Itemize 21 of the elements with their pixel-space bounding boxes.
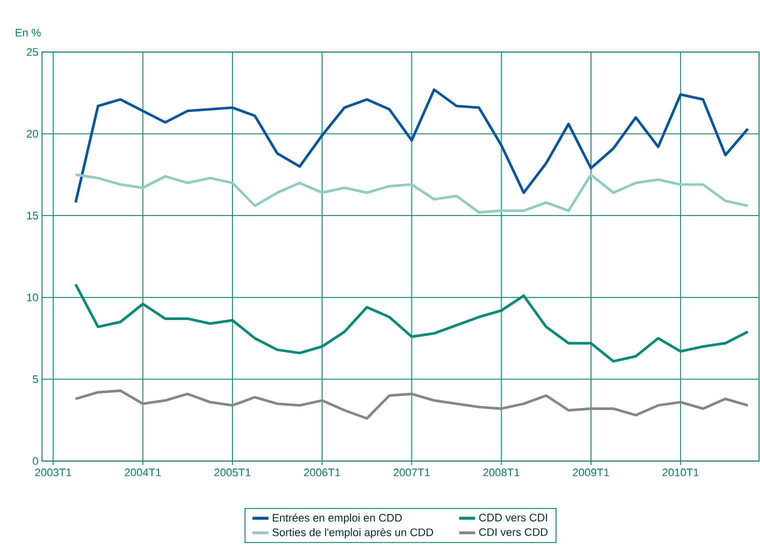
y-tick-label: 20 bbox=[26, 130, 38, 138]
y-tick-label: 25 bbox=[26, 48, 38, 56]
x-tick-label: 2007T1 bbox=[394, 468, 430, 476]
legend-label: CDI vers CDD bbox=[479, 528, 548, 536]
x-tick-label: 2005T1 bbox=[214, 468, 250, 476]
y-tick-label: 15 bbox=[27, 212, 38, 220]
x-tick-label: 2004T1 bbox=[124, 468, 161, 476]
x-tick-label: 2006T1 bbox=[304, 468, 340, 476]
legend-label: Entrées en emploi en CDD bbox=[272, 513, 402, 524]
y-axis-title: En % bbox=[16, 28, 41, 36]
y-tick-label: 0 bbox=[32, 457, 38, 465]
y-tick-label: 5 bbox=[32, 375, 38, 384]
x-tick-label: 2009T1 bbox=[572, 468, 610, 476]
x-tick-label: 2003T1 bbox=[35, 468, 72, 476]
line-series bbox=[74, 389, 750, 420]
y-tick-label: 10 bbox=[27, 294, 38, 302]
x-tick-label: 2010T1 bbox=[662, 468, 699, 476]
legend-label: Sorties de l'emploi après un CDD bbox=[272, 528, 434, 538]
x-tick-label: 2008T1 bbox=[483, 468, 520, 476]
legend-label: CDD vers CDI bbox=[479, 514, 547, 522]
line-series bbox=[74, 173, 750, 214]
